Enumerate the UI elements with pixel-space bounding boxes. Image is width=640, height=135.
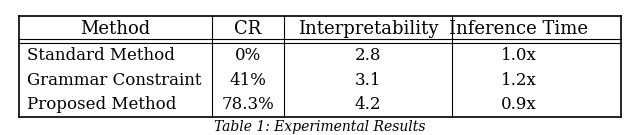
Text: 2.8: 2.8 bbox=[355, 47, 381, 64]
Text: 4.2: 4.2 bbox=[355, 97, 381, 114]
Text: 0.9x: 0.9x bbox=[500, 97, 536, 114]
Text: 0%: 0% bbox=[235, 47, 261, 64]
Text: 1.0x: 1.0x bbox=[500, 47, 536, 64]
Text: Inference Time: Inference Time bbox=[449, 20, 588, 38]
Text: Proposed Method: Proposed Method bbox=[27, 97, 176, 114]
Text: 41%: 41% bbox=[229, 72, 266, 89]
Text: Grammar Constraint: Grammar Constraint bbox=[27, 72, 202, 89]
Text: 3.1: 3.1 bbox=[355, 72, 381, 89]
Text: Method: Method bbox=[81, 20, 150, 38]
Text: 78.3%: 78.3% bbox=[221, 97, 274, 114]
Text: Standard Method: Standard Method bbox=[27, 47, 175, 64]
Text: 1.2x: 1.2x bbox=[500, 72, 536, 89]
Text: Table 1: Experimental Results: Table 1: Experimental Results bbox=[214, 120, 426, 134]
Text: Interpretability: Interpretability bbox=[298, 20, 438, 38]
Text: CR: CR bbox=[234, 20, 261, 38]
